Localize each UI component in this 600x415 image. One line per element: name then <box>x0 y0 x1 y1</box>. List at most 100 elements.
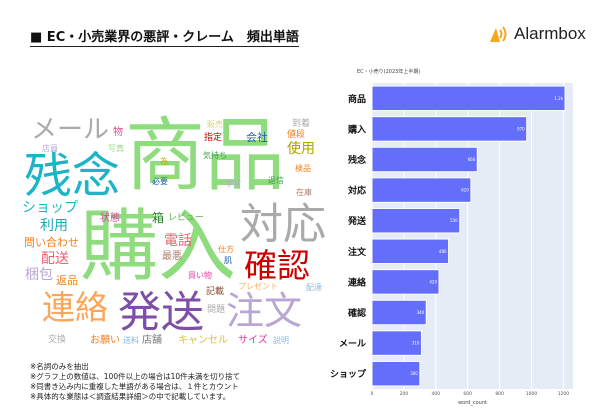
word-cloud-word: 在庫 <box>296 188 312 197</box>
y-tick-label: 発送 <box>347 215 367 227</box>
y-tick-label: 確認 <box>348 307 366 319</box>
word-cloud-word: 記載 <box>206 287 225 297</box>
x-tick-label: 400 <box>432 391 441 397</box>
word-cloud-word: レビュー <box>168 213 205 223</box>
x-tick-label: 600 <box>463 391 472 397</box>
note: ※名詞のみを抽出 <box>30 362 89 371</box>
word-cloud-word: 返信 <box>268 176 284 185</box>
x-axis-label: word_count <box>458 400 487 406</box>
bar <box>371 360 421 387</box>
y-tick-label: 注文 <box>348 246 367 258</box>
x-tick-label: 1000 <box>526 391 538 397</box>
word-cloud-word: 配達 <box>306 283 322 292</box>
word-cloud-word: 検品 <box>295 164 311 173</box>
data-label: 310 <box>412 341 420 346</box>
word-cloud-word: 使用 <box>287 141 315 157</box>
word-cloud-word: 仕方 <box>218 245 234 254</box>
word-cloud-word: 注文 <box>226 289 303 333</box>
word-cloud-word: 到着 <box>292 119 311 129</box>
word-cloud-word: 為 <box>160 157 168 166</box>
word-cloud-word: 問い合わせ <box>24 236 79 249</box>
bar <box>371 238 450 265</box>
y-tick-label: 残念 <box>348 154 366 166</box>
word-cloud-word: 箱 <box>152 211 165 225</box>
word-cloud-word: 写真 <box>108 144 124 153</box>
bar <box>371 269 440 295</box>
word-cloud-word: 気持ち <box>203 151 227 160</box>
bar <box>371 177 472 203</box>
data-label: 660 <box>468 157 476 162</box>
word-cloud-word: 物 <box>113 127 123 138</box>
data-label: 420 <box>429 279 437 284</box>
note: ※具体的な業態は＜調査結果詳細＞の中で記載しています。 <box>30 392 231 401</box>
bar <box>371 116 528 142</box>
word-cloud-word: 会社 <box>246 131 268 144</box>
y-tick-label: 商品 <box>348 93 366 105</box>
word-cloud-word: 説明 <box>273 336 289 345</box>
bar <box>371 299 427 326</box>
word-cloud-word: 店員 <box>42 144 58 153</box>
word-cloud-word: 肌 <box>224 256 232 265</box>
word-cloud-word: 商品 <box>125 109 285 202</box>
word-cloud-word: 買い物 <box>188 271 212 280</box>
word-cloud-word: 指定 <box>204 133 223 143</box>
data-label: 1.2k <box>554 96 563 101</box>
logo-text: Alarmbox <box>514 24 586 43</box>
word-cloud-word: プレゼント <box>238 282 278 291</box>
word-cloud-word: 問題 <box>207 305 226 315</box>
word-cloud-word: 販売 <box>207 120 223 129</box>
word-cloud-word: 連絡 <box>42 288 108 327</box>
data-label: 550 <box>450 218 458 223</box>
word-cloud-word: 最悪 <box>162 251 182 262</box>
word-cloud-word: 値段 <box>287 130 306 140</box>
data-label: 480 <box>439 249 447 254</box>
y-tick-label: 購入 <box>347 123 366 135</box>
chart-title: EC・小売り(2023年上半期) <box>357 68 420 75</box>
y-tick-label: 連絡 <box>348 276 367 288</box>
word-cloud-word: 電話 <box>164 233 192 249</box>
x-tick-label: 800 <box>495 391 504 397</box>
note: ※同書き込み内に重複した単語がある場合は、１件とカウント <box>30 382 239 391</box>
word-cloud-word: 交換 <box>48 335 67 345</box>
word-cloud-word: 状態 <box>100 213 120 224</box>
x-tick-label: 200 <box>400 391 409 397</box>
word-cloud-word: 確認 <box>244 246 310 285</box>
word-cloud-word: 非常 <box>225 179 241 188</box>
word-cloud-word: メール <box>31 115 110 145</box>
footnotes: ※名詞のみを抽出 ※グラフ上の数値は、100件以上の場合は10件未満を切り捨て … <box>30 362 240 402</box>
page-title: ■ EC・小売業界の悪評・クレーム 頻出単語 <box>30 30 299 47</box>
y-tick-label: ショップ <box>330 368 367 380</box>
word-cloud-word: 残念 <box>24 148 121 204</box>
bar <box>371 85 566 112</box>
bar <box>371 146 478 173</box>
word-cloud-word: 購入 <box>80 202 237 292</box>
data-label: 620 <box>461 188 469 193</box>
word-cloud-word: 店舗 <box>142 335 162 346</box>
word-cloud-word: 配送 <box>41 251 69 267</box>
word-cloud-word: サイズ <box>238 335 268 346</box>
y-tick-label: 対応 <box>347 185 366 197</box>
word-cloud-word: キャンセル <box>178 335 228 346</box>
word-cloud-word: 発送 <box>118 288 204 338</box>
word-cloud-word: お願い <box>90 335 120 346</box>
alarm-signal-icon <box>490 26 507 42</box>
data-label: 340 <box>417 310 425 315</box>
data-label: 300 <box>410 371 418 376</box>
word-cloud-word: 対応 <box>240 200 326 250</box>
word-cloud-word: 返品 <box>56 274 78 287</box>
word-cloud: 商品 購入 残念 メール対応 確認連絡 発送 注文 ショップ利用問い合わせ配送 梱包 返品 物店員 写… <box>0 0 330 350</box>
note: ※グラフ上の数値は、100件以上の場合は10件未満を切り捨て <box>30 372 241 381</box>
alarmbox-logo: Alarmbox <box>488 24 586 44</box>
word-cloud-word: 送料 <box>123 336 139 345</box>
bar-chart: 0 200 400 600 800 1000 1200 EC・小売り(2023年上半期) wor… <box>330 68 573 406</box>
data-label: 970 <box>517 126 525 131</box>
x-tick-label: 0 <box>371 391 374 397</box>
x-tick-label: 1200 <box>558 391 570 397</box>
y-tick-label: メール <box>339 339 366 350</box>
bar <box>371 330 422 356</box>
word-cloud-word: 利用 <box>40 218 68 234</box>
word-cloud-word: 梱包 <box>25 267 53 283</box>
word-cloud-word: ショップ <box>22 200 78 216</box>
bar <box>371 207 461 234</box>
word-cloud-word: 必要 <box>152 177 168 186</box>
